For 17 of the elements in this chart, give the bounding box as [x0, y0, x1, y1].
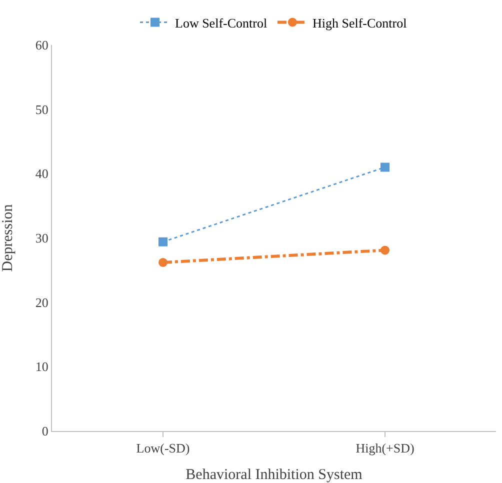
legend-label: High Self-Control	[312, 15, 408, 30]
y-tick-label: 30	[35, 230, 48, 246]
point	[380, 246, 390, 255]
x-tick-label: High(+SD)	[356, 440, 414, 456]
y-tick-label: 40	[35, 166, 48, 182]
y-tick-label: 60	[35, 38, 48, 53]
x-tick-label: Low(-SD)	[136, 440, 190, 456]
point	[158, 258, 168, 267]
point	[380, 162, 390, 172]
y-tick-label: 10	[35, 359, 48, 374]
point	[158, 237, 168, 246]
y-axis-title: Depression	[0, 204, 16, 272]
y-tick-label: 0	[42, 424, 48, 439]
x-axis-title: Behavioral Inhibition System	[186, 467, 363, 483]
y-tick-label: 20	[35, 294, 48, 310]
legend-label: Low Self-Control	[175, 15, 268, 30]
y-tick-label: 50	[35, 102, 48, 117]
